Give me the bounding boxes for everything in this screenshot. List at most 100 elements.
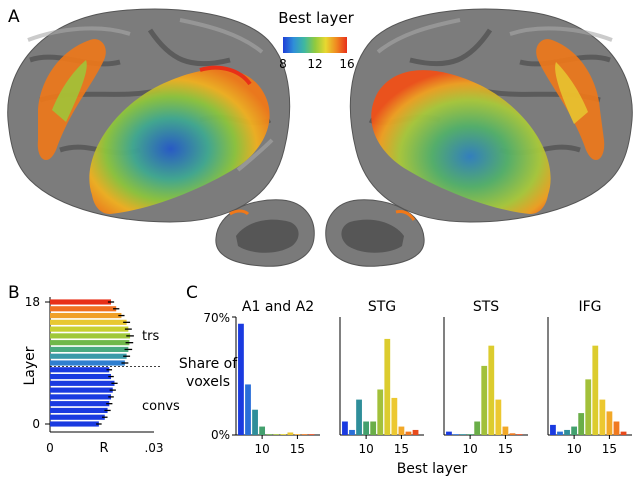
colorbar-tick-label: 16 [339,57,354,71]
panel-b-bar [50,373,112,380]
panel-c-bar [446,431,452,435]
panel-b-bar [50,326,129,332]
panel-b-y-label: Layer [22,346,38,385]
panel-c-bar [578,413,585,435]
panel-b-bar [50,407,108,414]
panel-b-bars [50,299,162,427]
panel-b-y-tick-label: 18 [25,295,40,309]
brain-right-medial [325,199,425,267]
panel-b-bar [50,312,122,319]
panel-c-bar [481,365,488,435]
panel-c-bar [342,421,348,435]
panel-c-bar [502,426,509,435]
panel-c-bar [363,421,370,435]
colorbar-tick-label: 8 [279,57,287,71]
panel-c-bar [509,433,516,435]
panel-b-bar [50,299,112,305]
panel-b-x-tick-label: .03 [144,441,163,455]
panel-b-bar [50,367,110,373]
panel-c-bar [252,409,258,435]
panel-c-bar [412,429,419,435]
panel-c-x-tick-label: 15 [498,442,513,456]
panel-b-bar [50,387,113,393]
panel-c-bar [301,434,308,435]
panel-c-bar [245,384,251,435]
panel-b-bar [50,401,110,407]
panel-c-bar [460,434,466,435]
panel-b-bar [50,394,112,400]
colorbar-tick-label: 12 [307,57,322,71]
panel-c-y-label-line1: Share of [179,356,238,372]
panel-b-bar [50,421,99,427]
panel-b-bar [50,346,129,353]
panel-c-subplot-title: IFG [578,299,601,315]
panel-c-x-tick-label: 10 [566,442,581,456]
panel-b-bar [50,306,117,312]
panel-c-bar [613,421,620,435]
panel-c-bar [564,429,570,435]
panel-c-bar [453,434,459,435]
panel-c-bar [377,389,384,435]
panel-c-bar [238,323,244,435]
panel-c-bar [571,426,578,435]
panel-b-x-label: R [99,441,108,456]
panel-c-subplot-title: STS [473,299,499,315]
panel-b-layer-bars: Layer R 0 .03 18 0 trs convs [22,295,180,456]
panel-c-bar [266,434,273,435]
panel-c-subplot: IFG 10 15 [547,299,632,456]
brain-left-hemisphere [7,8,291,223]
panel-b-bar [50,380,115,386]
panel-label-b: B [8,283,20,303]
panel-b-bar [50,414,105,420]
panel-c-bar [488,345,495,435]
panel-b-bar [50,340,130,346]
panel-c-bar [516,434,523,435]
panel-c-bar [384,338,391,435]
panel-c-y-label-line2: voxels [186,374,230,390]
panel-c-x-tick-label: 10 [358,442,373,456]
panel-c-bar [592,345,599,435]
panel-c-bar [599,399,606,435]
panel-c-y-tick-label: 70% [203,311,230,325]
panel-c-bar [550,424,556,435]
colorbar: Best layer 8 12 16 [278,9,354,71]
panel-c-bar [370,421,377,435]
colorbar-title: Best layer [278,9,354,27]
panel-label-c: C [186,283,198,303]
panel-c-bar [585,379,592,435]
panel-c-bar [405,431,412,435]
panel-b-y-tick-label: 0 [32,417,40,431]
panel-c-bar [398,426,405,435]
panel-b-annotation-convs: convs [142,399,180,414]
panel-c-bar [287,432,294,435]
panel-c-bar [620,431,627,435]
panel-b-annotation-trs: trs [142,329,159,344]
panel-c-bar [474,421,481,435]
panel-b-bar [50,319,127,325]
panel-c-subplots: A1 and A2 10 15 70% 0% STG 10 15 STS 10 15 IFG 10 15 [203,299,632,456]
panel-c-bar [294,434,301,435]
panel-c-x-tick-label: 15 [394,442,409,456]
panel-c-bar [280,434,287,435]
panel-c-bar [273,434,280,435]
panel-c-subplot: STS 10 15 [443,299,528,456]
panel-c-region-histograms: Share of voxels Best layer A1 and A2 10 15… [179,299,632,477]
panel-c-x-tick-label: 10 [254,442,269,456]
panel-c-bar [356,399,362,435]
panel-c-bar [391,397,398,435]
panel-label-a: A [8,7,20,27]
panel-c-bar [349,429,355,435]
panel-c-bar [557,431,563,435]
panel-c-bar [495,399,502,435]
panel-c-x-tick-label: 10 [462,442,477,456]
colorbar-swatch [283,37,347,53]
panel-c-bar [467,434,474,435]
brain-left-medial [215,199,315,267]
panel-b-bar [50,353,127,359]
brain-right-hemisphere [349,8,633,223]
panel-c-subplot-title: STG [368,299,396,315]
panel-c-x-tick-label: 15 [290,442,305,456]
panel-c-x-label: Best layer [397,461,468,477]
panel-b-x-tick-label: 0 [46,441,54,455]
